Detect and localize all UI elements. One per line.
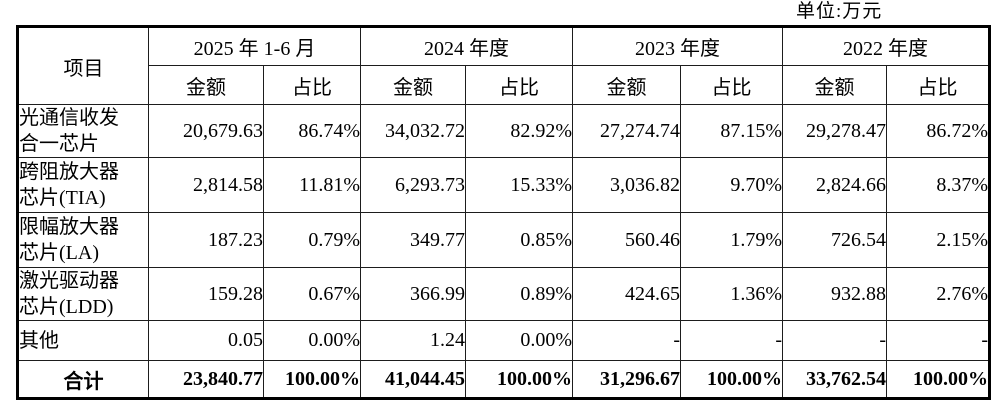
ratio-cell: 0.67%	[262, 267, 362, 321]
amount-cell: 6,293.73	[360, 157, 467, 213]
ratio-cell: 87.15%	[680, 104, 784, 158]
amount-cell: 20,679.63	[148, 104, 264, 158]
ratio-cell: -	[886, 320, 991, 361]
header-item: 项目	[17, 26, 149, 105]
ratio-cell: 0.85%	[465, 212, 574, 268]
amount-cell: 2,814.58	[148, 157, 264, 213]
subheader-amount: 金额	[572, 65, 682, 105]
row-label: 其他	[17, 320, 149, 361]
subheader-amount: 金额	[148, 65, 264, 105]
amount-cell: 366.99	[360, 267, 467, 321]
table-row: 激光驱动器 芯片(LDD) 159.28 0.67% 366.99 0.89% …	[17, 267, 991, 321]
amount-cell: 29,278.47	[782, 104, 888, 158]
revenue-breakdown-table: 项目 2025 年 1-6 月 2024 年度 2023 年度 2022 年度 …	[16, 25, 992, 400]
total-amount-cell: 23,840.77	[148, 360, 264, 399]
amount-cell: 27,274.74	[572, 104, 682, 158]
ratio-cell: 9.70%	[680, 157, 784, 213]
subheader-ratio: 占比	[465, 65, 574, 105]
amount-cell: 0.05	[148, 320, 264, 361]
ratio-cell: 0.00%	[465, 320, 574, 361]
row-label: 跨阻放大器 芯片(TIA)	[17, 157, 149, 213]
total-ratio-cell: 100.00%	[465, 360, 574, 399]
subheader-ratio: 占比	[680, 65, 784, 105]
amount-cell: 2,824.66	[782, 157, 888, 213]
total-label: 合计	[17, 360, 149, 399]
table-row: 光通信收发 合一芯片 20,679.63 86.74% 34,032.72 82…	[17, 104, 991, 158]
amount-cell: 1.24	[360, 320, 467, 361]
ratio-cell: 0.89%	[465, 267, 574, 321]
amount-cell: -	[572, 320, 682, 361]
total-amount-cell: 41,044.45	[360, 360, 467, 399]
ratio-cell: 1.79%	[680, 212, 784, 268]
amount-cell: 424.65	[572, 267, 682, 321]
amount-cell: -	[782, 320, 888, 361]
ratio-cell: 82.92%	[465, 104, 574, 158]
row-label: 激光驱动器 芯片(LDD)	[17, 267, 149, 321]
subheader-amount: 金额	[782, 65, 888, 105]
subheader-ratio: 占比	[886, 65, 991, 105]
total-ratio-cell: 100.00%	[262, 360, 362, 399]
amount-cell: 349.77	[360, 212, 467, 268]
amount-cell: 34,032.72	[360, 104, 467, 158]
header-period-2023: 2023 年度	[572, 26, 784, 66]
total-ratio-cell: 100.00%	[680, 360, 784, 399]
ratio-cell: -	[680, 320, 784, 361]
row-label: 光通信收发 合一芯片	[17, 104, 149, 158]
subheader-amount: 金额	[360, 65, 467, 105]
ratio-cell: 8.37%	[886, 157, 991, 213]
total-ratio-cell: 100.00%	[886, 360, 991, 399]
total-amount-cell: 33,762.54	[782, 360, 888, 399]
amount-cell: 187.23	[148, 212, 264, 268]
total-row: 合计 23,840.77 100.00% 41,044.45 100.00% 3…	[17, 360, 991, 399]
table-row: 其他 0.05 0.00% 1.24 0.00% - - - -	[17, 320, 991, 361]
amount-cell: 932.88	[782, 267, 888, 321]
amount-cell: 560.46	[572, 212, 682, 268]
header-period-2024: 2024 年度	[360, 26, 574, 66]
ratio-cell: 11.81%	[262, 157, 362, 213]
ratio-cell: 1.36%	[680, 267, 784, 321]
table-row: 跨阻放大器 芯片(TIA) 2,814.58 11.81% 6,293.73 1…	[17, 157, 991, 213]
amount-cell: 159.28	[148, 267, 264, 321]
total-amount-cell: 31,296.67	[572, 360, 682, 399]
amount-cell: 726.54	[782, 212, 888, 268]
ratio-cell: 2.76%	[886, 267, 991, 321]
ratio-cell: 86.74%	[262, 104, 362, 158]
table-row: 限幅放大器 芯片(LA) 187.23 0.79% 349.77 0.85% 5…	[17, 212, 991, 268]
amount-cell: 3,036.82	[572, 157, 682, 213]
ratio-cell: 0.00%	[262, 320, 362, 361]
header-period-2025h1: 2025 年 1-6 月	[147, 26, 362, 66]
row-label: 限幅放大器 芯片(LA)	[17, 212, 149, 268]
subheader-ratio: 占比	[262, 65, 362, 105]
ratio-cell: 2.15%	[886, 212, 991, 268]
header-period-2022: 2022 年度	[782, 26, 991, 66]
ratio-cell: 86.72%	[886, 104, 991, 158]
ratio-cell: 15.33%	[465, 157, 574, 213]
ratio-cell: 0.79%	[262, 212, 362, 268]
unit-label: 单位:万元	[796, 1, 883, 22]
